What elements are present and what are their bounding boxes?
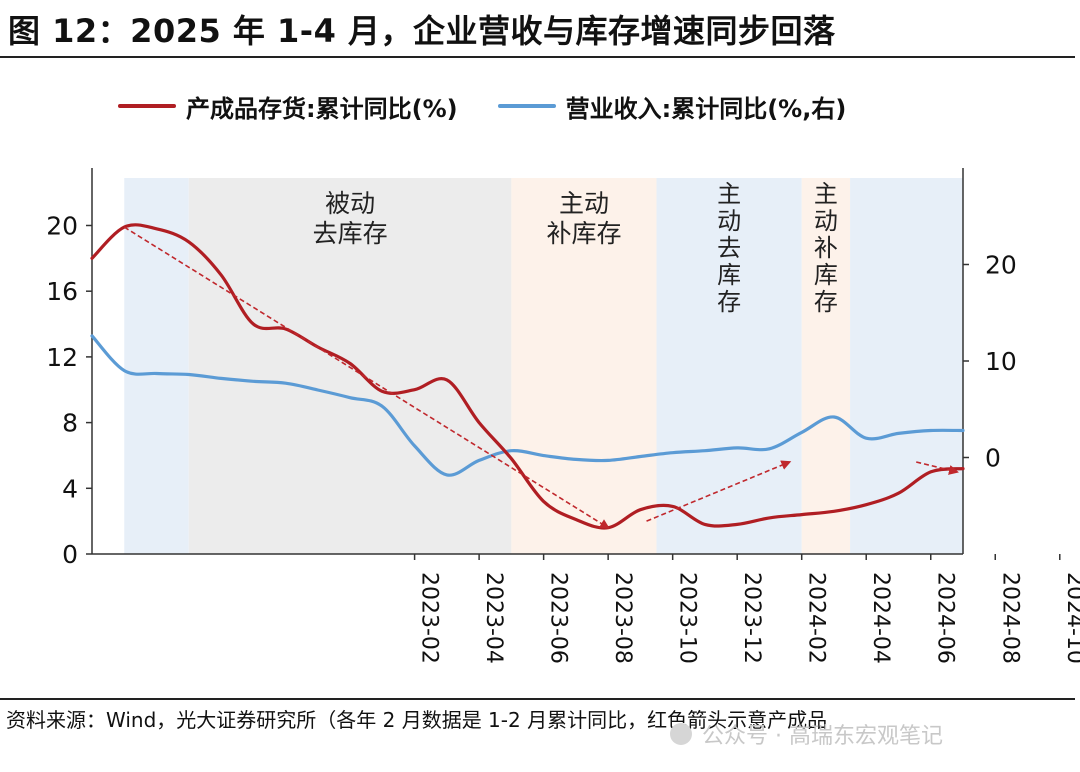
watermark: 公众号 · 高瑞东宏观笔记 xyxy=(670,718,943,750)
series-line-revenue xyxy=(90,334,965,477)
right-tick-label: 20 xyxy=(985,251,1017,280)
phase-label-line: 动 xyxy=(814,207,838,235)
phase-label: 被动去库存 xyxy=(313,189,388,248)
x-tick-label: 2024-04 xyxy=(868,572,893,664)
phase-label: 主动补库存 xyxy=(546,189,621,248)
left-tick-label: 20 xyxy=(46,211,78,240)
phase-label-line: 库 xyxy=(814,261,838,289)
title-divider xyxy=(0,56,1075,58)
legend-item-revenue: 营业收入:累计同比(%,右) xyxy=(497,89,847,124)
x-tick-label: 2023-10 xyxy=(675,572,700,664)
x-tick-label: 2024-02 xyxy=(804,572,829,664)
source-divider xyxy=(0,698,1075,700)
phase-label-line: 被动 xyxy=(325,189,375,218)
legend-label-revenue: 营业收入:累计同比(%,右) xyxy=(565,94,847,123)
phase-label-line: 补 xyxy=(814,234,838,262)
phase-band xyxy=(656,178,802,554)
x-tick-label: 2023-02 xyxy=(417,572,442,664)
legend-swatch-revenue xyxy=(497,104,556,108)
x-tick-label: 2023-12 xyxy=(739,572,764,664)
phase-label-line: 补库存 xyxy=(546,219,621,248)
wechat-icon xyxy=(670,723,692,745)
phase-label-line: 去 xyxy=(717,234,741,262)
watermark-text: 公众号 · 高瑞东宏观笔记 xyxy=(702,724,943,749)
phase-label-line: 主 xyxy=(814,180,838,208)
phase-label: 主动去库存 xyxy=(717,180,741,316)
trend-arrow xyxy=(916,461,959,475)
x-tick-label: 2023-04 xyxy=(481,572,506,664)
trend-arrows xyxy=(123,226,959,529)
phase-band xyxy=(188,178,512,554)
trend-arrow xyxy=(646,460,792,522)
phase-band-early xyxy=(124,178,189,554)
left-tick-label: 4 xyxy=(62,474,78,503)
legend-item-inventory: 产成品存货:累计同比(%) xyxy=(118,89,458,124)
axes: 0 4 8 12 16 20 0 10 20 2023-02 2023-04 2023-06 2023-… xyxy=(46,168,1080,664)
figure-title: 图 12：2025 年 1-4 月，企业营收与库存增速同步回落 xyxy=(8,12,836,50)
phase-label-line: 主动 xyxy=(559,189,609,218)
left-tick-label: 8 xyxy=(62,409,78,438)
phase-label-line: 去库存 xyxy=(313,219,388,248)
phase-band xyxy=(801,178,851,554)
right-tick-label: 10 xyxy=(985,347,1017,376)
left-tick-label: 0 xyxy=(62,540,78,569)
phase-label-line: 存 xyxy=(814,288,838,316)
chart-legend: 产成品存货:累计同比(%) 营业收入:累计同比(%,右) xyxy=(118,88,886,124)
right-tick-label: 0 xyxy=(985,444,1001,473)
legend-label-inventory: 产成品存货:累计同比(%) xyxy=(186,94,458,123)
phase-label-line: 主 xyxy=(717,180,741,208)
x-tick-label: 2023-08 xyxy=(610,572,635,664)
phase-label-line: 库 xyxy=(717,261,741,289)
x-tick-label: 2024-08 xyxy=(997,572,1022,664)
x-tick-label: 2024-10 xyxy=(1062,572,1080,664)
x-tick-label: 2023-06 xyxy=(546,572,571,664)
phase-label-line: 动 xyxy=(717,207,741,235)
trend-arrow xyxy=(123,226,610,529)
x-tick-label: 2024-06 xyxy=(933,572,958,664)
phase-label-line: 存 xyxy=(717,288,741,316)
legend-swatch-inventory xyxy=(118,104,176,108)
left-tick-label: 12 xyxy=(46,343,78,372)
series-line-inventory xyxy=(90,223,965,530)
series-lines xyxy=(90,223,965,530)
phase-band xyxy=(850,178,963,554)
phase-label: 主动补库存 xyxy=(814,180,838,316)
left-tick-label: 16 xyxy=(46,277,78,306)
